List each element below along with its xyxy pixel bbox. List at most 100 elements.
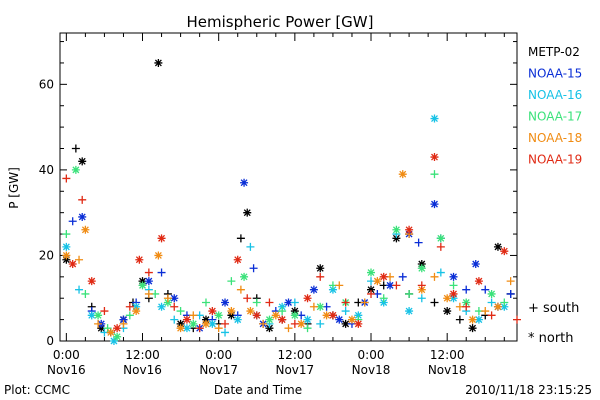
point-noaa-18 [132,307,141,316]
point-noaa-17 [417,264,426,273]
legend-entry: NOAA-17 [528,110,582,124]
point-noaa-19 [417,281,426,290]
y-tick-label: 60 [39,77,54,91]
point-metp-02 [201,315,210,324]
point-noaa-17 [367,268,376,277]
point-metp-02 [78,157,87,166]
point-noaa-18 [297,319,306,328]
point-noaa-17 [392,225,401,234]
point-noaa-15 [335,315,344,324]
point-noaa-17 [189,319,198,328]
point-noaa-15 [144,277,153,286]
point-metp-02 [176,319,185,328]
point-noaa-19 [265,298,274,307]
point-noaa-19 [252,311,261,320]
point-noaa-18 [94,319,103,328]
point-noaa-17 [290,311,299,320]
point-noaa-19 [144,268,153,277]
point-noaa-19 [328,311,337,320]
y-tick-label: 0 [46,334,54,348]
point-noaa-18 [506,277,515,286]
point-noaa-16 [354,311,363,320]
point-noaa-16 [221,328,230,337]
point-noaa-19 [182,315,191,324]
point-noaa-18 [154,251,163,260]
point-noaa-16 [87,311,96,320]
point-noaa-18 [347,315,356,324]
series-legend: METP-02 NOAA-15 NOAA-16 NOAA-17 NOAA-18 NOAA-… [528,45,582,167]
point-metp-02 [227,311,236,320]
point-noaa-17 [62,230,71,239]
point-noaa-19 [341,298,350,307]
point-metp-02 [455,315,464,324]
point-metp-02 [138,277,147,286]
x-tick-time-label: 12:00 [278,348,313,362]
point-noaa-17 [252,298,261,307]
point-noaa-17 [125,311,134,320]
point-noaa-19 [290,319,299,328]
point-noaa-16 [62,242,71,251]
point-noaa-18 [360,298,369,307]
point-noaa-19 [405,225,414,234]
point-noaa-17 [240,272,249,281]
point-noaa-15 [414,238,423,247]
point-noaa-19 [513,315,521,324]
point-noaa-18 [309,302,318,311]
x-tick-date-label: Nov16 [123,363,162,377]
point-noaa-19 [157,234,166,243]
point-noaa-18 [417,285,426,294]
point-noaa-18 [176,324,185,333]
point-noaa-17 [163,298,172,307]
point-noaa-18 [373,277,382,286]
point-noaa-18 [106,328,115,337]
point-noaa-18 [284,324,293,333]
point-noaa-18 [236,285,245,294]
point-noaa-16 [278,302,287,311]
point-noaa-19 [62,174,71,183]
point-noaa-17 [278,307,287,316]
point-noaa-19 [125,302,134,311]
point-noaa-15 [309,285,318,294]
x-tick-time-label: 0:00 [205,348,232,362]
marker-legend-entry: * north [528,331,574,346]
point-noaa-19 [195,324,204,333]
point-noaa-19 [462,302,471,311]
point-noaa-19 [500,247,509,256]
point-noaa-16 [75,285,84,294]
point-noaa-16 [109,337,118,345]
x-tick-date-label: Nov17 [275,363,314,377]
point-noaa-16 [303,315,312,324]
point-metp-02 [443,307,452,316]
legend-entry: NOAA-18 [528,131,582,145]
point-noaa-19 [68,260,77,268]
point-noaa-17 [81,289,90,298]
x-tick-date-label: Nov18 [428,363,467,377]
point-noaa-18 [62,251,71,260]
point-noaa-19 [303,294,312,303]
point-noaa-16 [379,298,388,307]
footer-timestamp: 2010/11/18 23:15:25 [465,383,592,397]
point-metp-02 [290,307,299,316]
plot-frame [59,32,518,342]
point-noaa-16 [417,294,426,303]
point-noaa-19 [379,272,388,281]
point-noaa-19 [354,319,363,328]
data-points [62,58,521,345]
point-noaa-18 [493,302,502,311]
point-metp-02 [97,324,106,333]
point-noaa-16 [208,319,217,328]
point-noaa-18 [271,311,280,320]
footer-plot-credit: Plot: CCMC [4,383,70,397]
x-tick-date-label: Nov18 [352,363,391,377]
point-noaa-15 [471,260,480,268]
point-noaa-15 [78,212,87,221]
point-metp-02 [62,255,71,264]
point-noaa-17 [462,298,471,307]
point-noaa-18 [481,307,490,316]
point-noaa-19 [430,153,439,162]
point-noaa-15 [398,272,407,281]
point-noaa-18 [144,289,153,298]
point-noaa-18 [189,311,198,320]
point-noaa-19 [233,255,242,264]
